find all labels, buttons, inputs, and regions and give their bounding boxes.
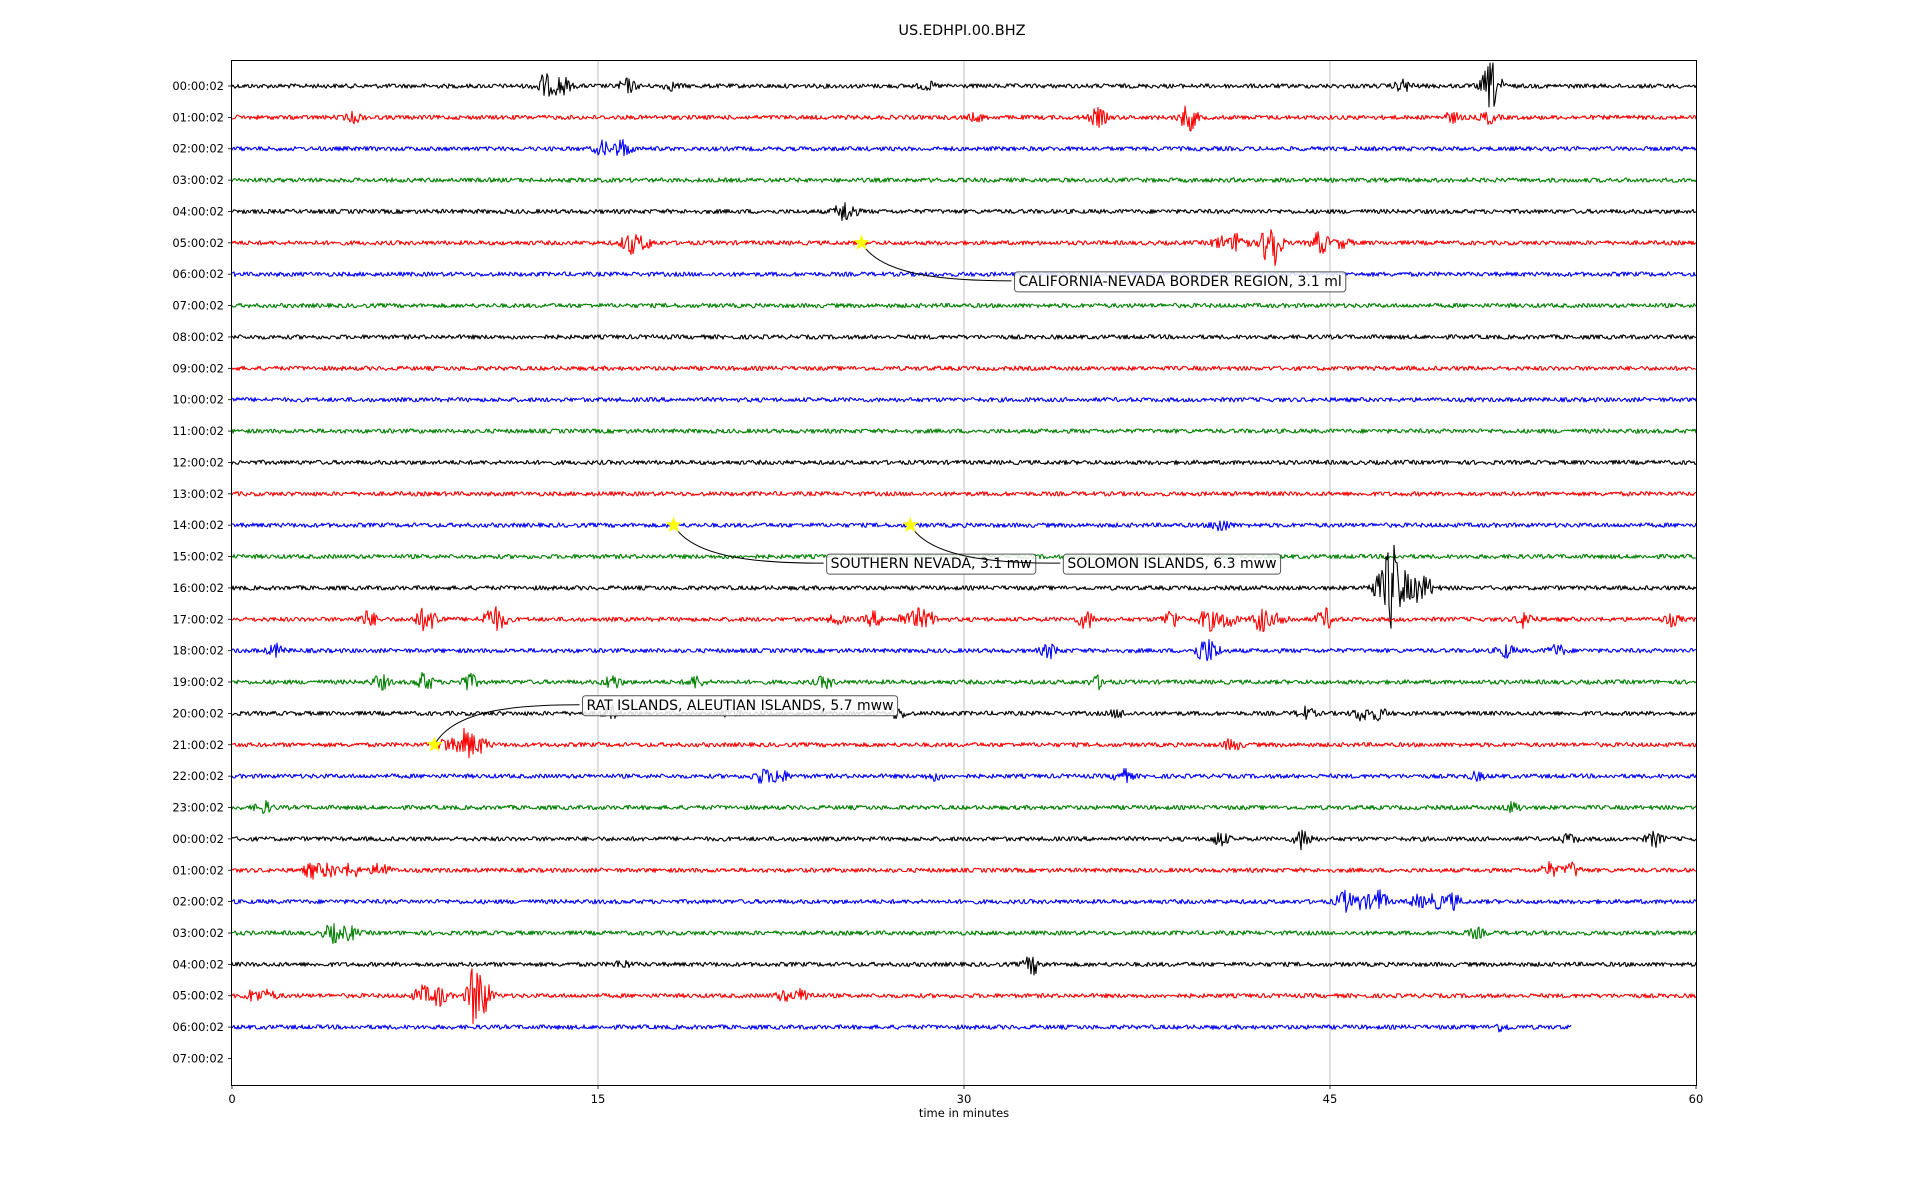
event-star-icon [426, 736, 443, 752]
trace-row [231, 139, 1697, 157]
x-axis-label: time in minutes [919, 1106, 1009, 1120]
trace-row [231, 520, 1697, 532]
x-tick-label: 60 [1689, 1092, 1704, 1106]
trace-row [231, 860, 1697, 880]
row-time-label: 03:00:02 [172, 173, 224, 187]
row-time-label: 02:00:02 [172, 895, 224, 909]
row-time-label: 17:00:02 [172, 612, 224, 626]
trace-row [231, 229, 1697, 267]
event-leader-line [673, 524, 824, 564]
trace-row [231, 956, 1697, 976]
event-label: RAT ISLANDS, ALEUTIAN ISLANDS, 5.7 mww [587, 698, 894, 714]
trace-row [231, 62, 1697, 108]
trace-row [231, 923, 1697, 945]
event-label-box [1014, 271, 1347, 293]
row-time-label: 01:00:02 [172, 110, 224, 124]
row-time-label: 05:00:02 [172, 989, 224, 1003]
x-tick-label: 30 [957, 1092, 972, 1106]
row-time-label: 07:00:02 [172, 1051, 224, 1065]
trace-row [231, 727, 1697, 759]
trace-row [231, 459, 1697, 466]
trace-row [231, 768, 1697, 784]
x-axis-ticks: 0 15 30 45 60 [228, 1085, 1703, 1106]
trace-row [231, 334, 1697, 340]
event-annotations: CALIFORNIA-NEVADA BORDER REGION, 3.1 ml S… [426, 234, 1347, 752]
event-label-box [582, 695, 899, 717]
trace-row [231, 704, 1697, 722]
x-tick-label: 45 [1323, 1092, 1338, 1106]
event-star-icon [902, 516, 919, 532]
trace-row [231, 428, 1697, 434]
x-tick-label: 15 [591, 1092, 606, 1106]
row-time-label: 00:00:02 [172, 79, 224, 93]
row-time-label: 05:00:02 [172, 236, 224, 250]
row-time-label: 11:00:02 [172, 424, 224, 438]
trace-row [231, 396, 1697, 403]
row-time-label: 09:00:02 [172, 361, 224, 375]
chart-title: US.EDHPI.00.BHZ [898, 23, 1025, 39]
event-star-icon [665, 516, 682, 532]
row-time-label: 06:00:02 [172, 267, 224, 281]
row-time-label: 12:00:02 [172, 455, 224, 469]
row-time-label: 23:00:02 [172, 801, 224, 815]
row-time-label: 08:00:02 [172, 330, 224, 344]
row-time-label: 15:00:02 [172, 550, 224, 564]
seismogram-traces [231, 62, 1697, 1033]
row-time-label: 13:00:02 [172, 487, 224, 501]
event-label: SOLOMON ISLANDS, 6.3 mww [1067, 556, 1276, 572]
row-time-label: 16:00:02 [172, 581, 224, 595]
row-time-label: 03:00:02 [172, 926, 224, 940]
x-tick-label: 0 [228, 1092, 235, 1106]
event-leader-line [434, 704, 580, 746]
row-time-label: 10:00:02 [172, 393, 224, 407]
row-time-label: 01:00:02 [172, 863, 224, 877]
event-label: SOUTHERN NEVADA, 3.1 mw [831, 556, 1032, 572]
event-label-box [1062, 553, 1282, 575]
trace-row [231, 302, 1697, 309]
trace-row [231, 544, 1697, 629]
event-leader-line [861, 242, 1012, 282]
row-time-label: 18:00:02 [172, 644, 224, 658]
row-time-label: 07:00:02 [172, 299, 224, 313]
row-time-label: 04:00:02 [172, 957, 224, 971]
row-time-label: 02:00:02 [172, 142, 224, 156]
row-time-label: 14:00:02 [172, 518, 224, 532]
row-time-label: 19:00:02 [172, 675, 224, 689]
row-time-label: 20:00:02 [172, 706, 224, 720]
trace-row [231, 202, 1697, 222]
row-time-label: 04:00:02 [172, 204, 224, 218]
row-time-label: 22:00:02 [172, 769, 224, 783]
trace-row [231, 177, 1697, 183]
plot-frame [231, 60, 1697, 1086]
trace-row [231, 365, 1696, 372]
trace-row [231, 639, 1697, 662]
event-label: CALIFORNIA-NEVADA BORDER REGION, 3.1 ml [1019, 274, 1342, 290]
trace-row [231, 606, 1697, 633]
row-time-label: 00:00:02 [172, 832, 224, 846]
trace-row [231, 105, 1697, 132]
row-time-label: 06:00:02 [172, 1020, 224, 1034]
row-time-labels: 00:00:02 01:00:02 02:00:02 03:00:02 04:00:02… [172, 79, 232, 1065]
event-star-icon [853, 234, 870, 250]
trace-row [231, 799, 1697, 815]
trace-row [231, 491, 1697, 497]
trace-row [231, 271, 1697, 277]
trace-row [231, 829, 1697, 851]
trace-row [231, 1023, 1572, 1033]
trace-row [231, 889, 1697, 913]
event-leader-line [909, 524, 1061, 564]
trace-row [231, 671, 1697, 691]
trace-row [231, 968, 1697, 1025]
row-time-label: 21:00:02 [172, 738, 224, 752]
